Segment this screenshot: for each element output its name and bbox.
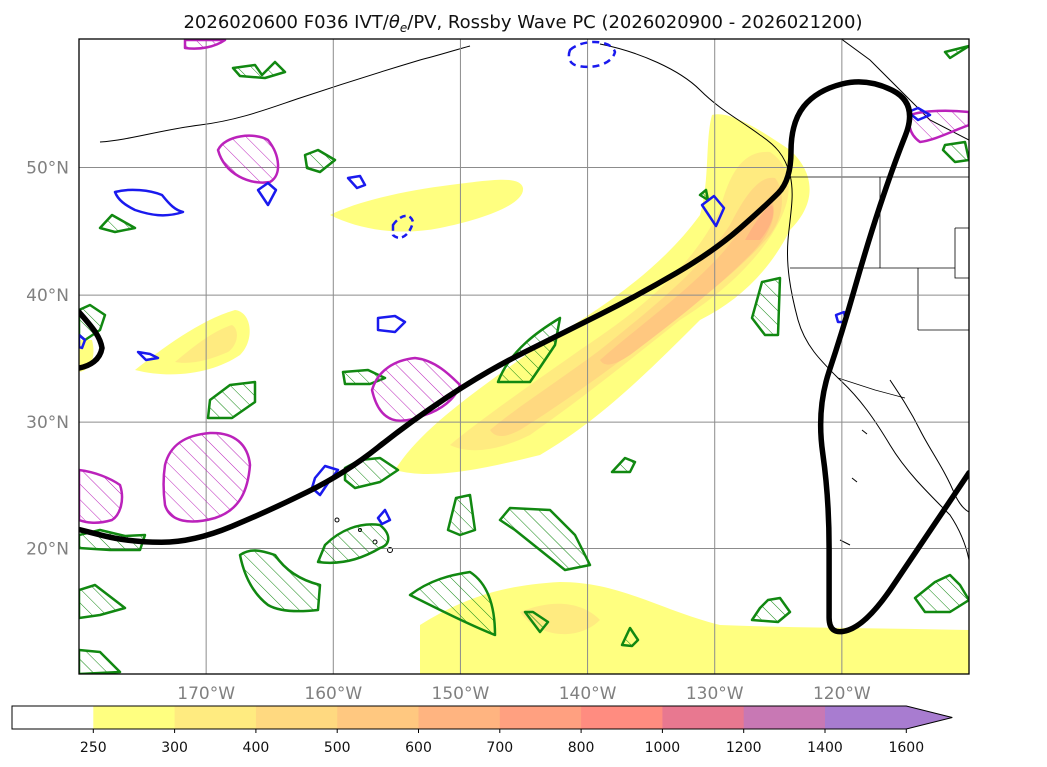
colorbar-tick-label: 800 [568, 740, 595, 756]
colorbar-tick-label: 1000 [645, 740, 681, 756]
ivt-shading-central-patches [79, 179, 524, 375]
colorbar-segment [581, 706, 663, 729]
colorbar-segment [93, 706, 176, 729]
colorbar-segment [662, 706, 745, 729]
colorbar-tick-label: 700 [486, 740, 513, 756]
lat-tick-label: 40°N [26, 286, 69, 306]
colorbar-segment [743, 706, 826, 729]
lon-tick-label: 150°W [432, 684, 490, 704]
map-area [79, 39, 969, 674]
colorbar-segment [174, 706, 257, 729]
colorbar: 250 300 400 500 600 700 800 1000 1200 1400 1600 [11, 705, 953, 756]
political-borders [790, 176, 969, 399]
latitude-axis: 20°N 30°N 40°N 50°N [26, 158, 69, 559]
colorbar-outline [11, 705, 953, 730]
colorbar-tick-label: 500 [324, 740, 351, 756]
lon-tick-label: 120°W [813, 684, 871, 704]
rossby-wave-contour [79, 79, 969, 635]
coastlines [99, 39, 969, 561]
colorbar-segment [499, 706, 582, 729]
colorbar-tick-label: 1400 [807, 740, 843, 756]
colorbar-tick-label: 400 [243, 740, 270, 756]
lon-tick-label: 130°W [686, 684, 744, 704]
colorbar-extend-arrow [906, 706, 953, 729]
colorbar-tick-label: 250 [80, 740, 107, 756]
colorbar-segment [337, 706, 419, 729]
colorbar-segment [418, 706, 501, 729]
colorbar-tick-label: 1600 [888, 740, 924, 756]
colorbar-tick-label: 300 [161, 740, 188, 756]
lat-tick-label: 50°N [26, 158, 69, 178]
lon-tick-label: 170°W [177, 684, 235, 704]
rossby-wave-contour-west-lobe [79, 309, 105, 371]
colorbar-segment [255, 706, 338, 729]
colorbar-tick-label: 600 [405, 740, 432, 756]
lon-tick-label: 160°W [304, 684, 362, 704]
lon-tick-label: 140°W [559, 684, 617, 704]
chart-title: 2026020600 F036 IVT/θe/PV, Rossby Wave P… [183, 12, 862, 35]
colorbar-segment [825, 706, 907, 729]
lat-tick-label: 20°N [26, 539, 69, 559]
longitude-axis: 170°W 160°W 150°W 140°W 130°W 120°W [177, 684, 871, 704]
map-border [78, 38, 970, 675]
lat-tick-label: 30°N [26, 413, 69, 433]
colorbar-tick-label: 1200 [726, 740, 762, 756]
colorbar-segment [12, 706, 94, 729]
